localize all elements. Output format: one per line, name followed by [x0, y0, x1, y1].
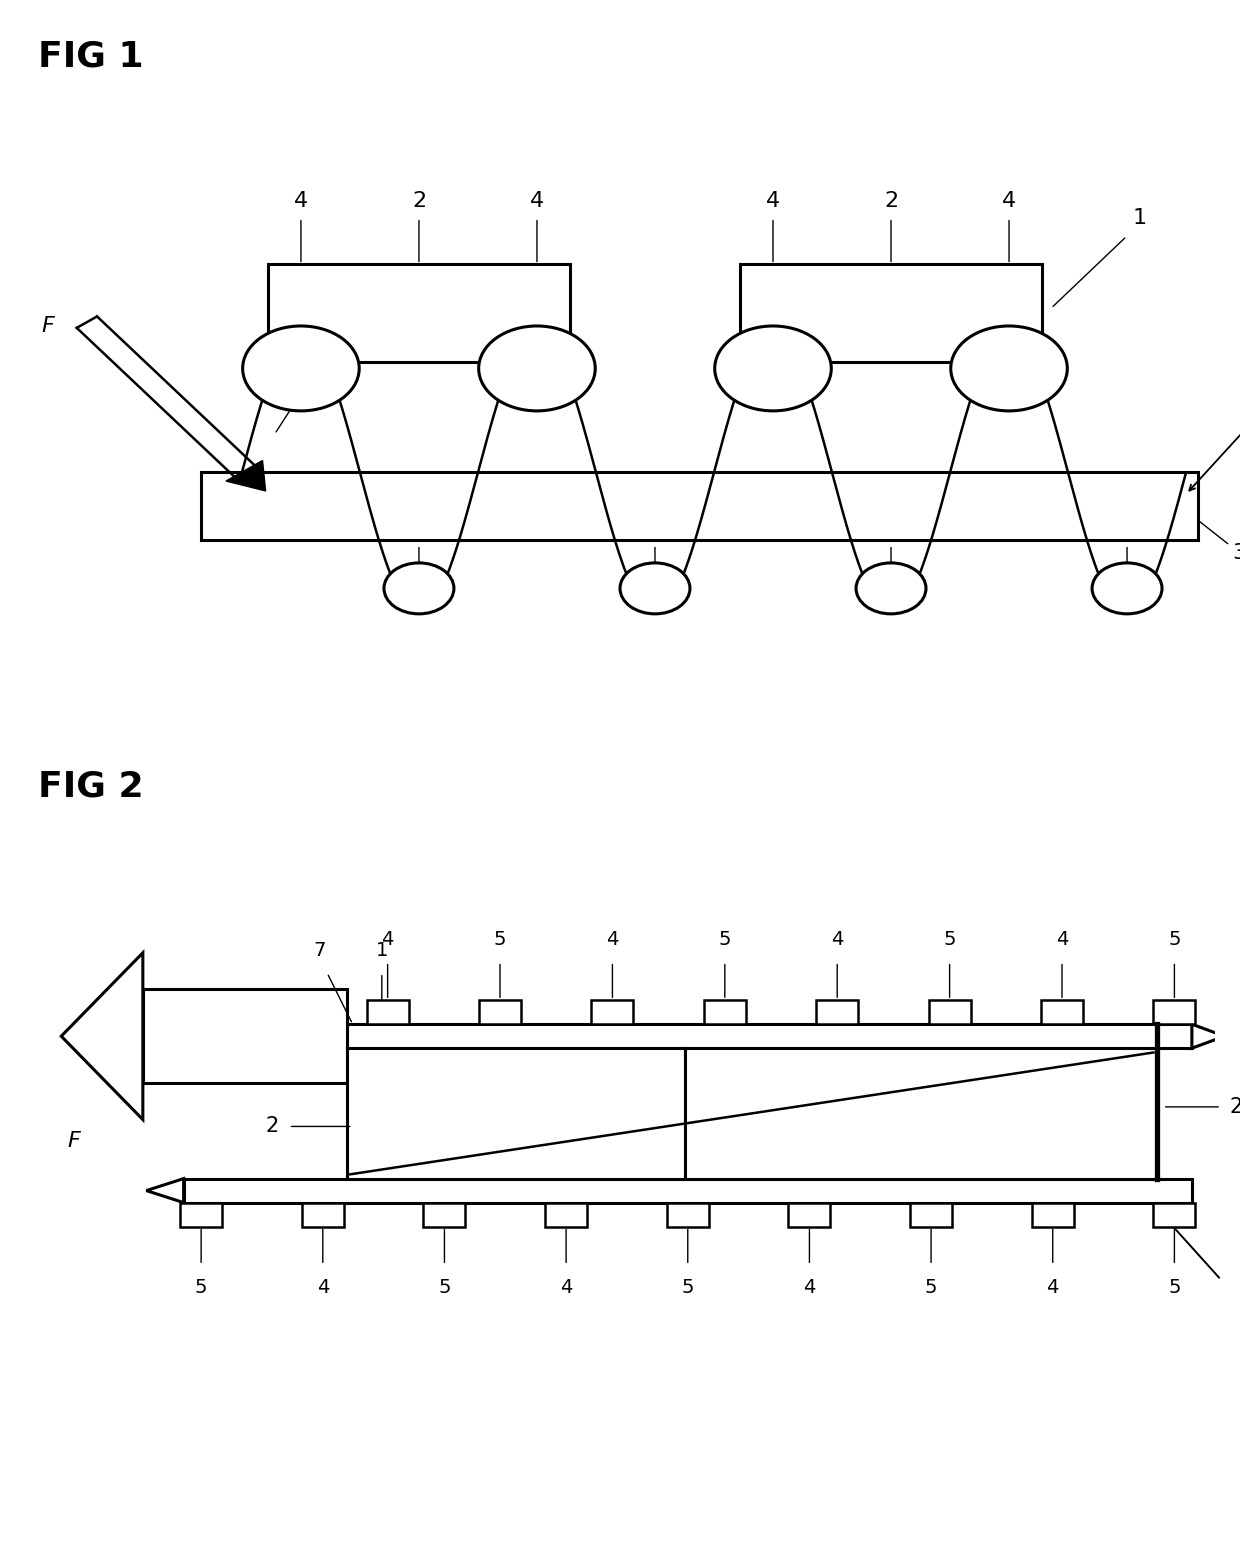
Bar — [910, 1203, 952, 1226]
Text: 5: 5 — [1168, 929, 1180, 948]
Text: 3: 3 — [1200, 522, 1240, 564]
Bar — [1032, 1203, 1074, 1226]
Bar — [479, 1001, 521, 1024]
Text: 4: 4 — [294, 191, 308, 212]
Text: 2: 2 — [1229, 1096, 1240, 1116]
Bar — [929, 1001, 971, 1024]
Circle shape — [1092, 564, 1162, 615]
Bar — [789, 1203, 831, 1226]
Text: 6: 6 — [1239, 1292, 1240, 1312]
Text: 4: 4 — [529, 191, 544, 212]
Bar — [180, 1203, 222, 1226]
Text: 4: 4 — [1047, 1278, 1059, 1297]
Text: 1: 1 — [376, 940, 388, 960]
Text: F: F — [41, 317, 55, 337]
Circle shape — [243, 326, 360, 411]
Bar — [424, 1203, 465, 1226]
Polygon shape — [226, 460, 265, 491]
Bar — [1153, 1203, 1195, 1226]
Bar — [1042, 1001, 1083, 1024]
Text: 5: 5 — [647, 598, 662, 618]
Bar — [816, 1001, 858, 1024]
Polygon shape — [146, 1178, 184, 1203]
Circle shape — [856, 564, 926, 615]
Bar — [684, 1048, 1157, 1178]
Text: 4: 4 — [382, 929, 394, 948]
Bar — [740, 264, 1042, 361]
Circle shape — [479, 326, 595, 411]
Bar — [591, 1001, 634, 1024]
Polygon shape — [1192, 1024, 1225, 1048]
Text: 5: 5 — [925, 1278, 937, 1297]
Text: FIG 2: FIG 2 — [38, 769, 144, 803]
Text: 5: 5 — [195, 1278, 207, 1297]
Text: 2: 2 — [265, 1116, 279, 1136]
Text: 4: 4 — [766, 191, 780, 212]
Bar — [347, 1048, 684, 1178]
Bar — [347, 1024, 1192, 1048]
Circle shape — [951, 326, 1068, 411]
Bar — [667, 1203, 709, 1226]
Bar — [704, 1001, 745, 1024]
Polygon shape — [61, 953, 143, 1119]
Text: F: F — [67, 1130, 79, 1150]
Bar — [1153, 1001, 1195, 1024]
Text: 5: 5 — [1168, 1278, 1180, 1297]
Text: 1: 1 — [1132, 208, 1147, 227]
Bar — [143, 990, 347, 1084]
Text: 4: 4 — [1002, 191, 1016, 212]
Bar — [184, 1178, 1192, 1203]
Bar — [301, 1203, 343, 1226]
Text: 4: 4 — [1055, 929, 1068, 948]
Text: 7: 7 — [314, 940, 326, 960]
Text: 4: 4 — [804, 1278, 816, 1297]
Text: 5: 5 — [944, 929, 956, 948]
Bar — [201, 472, 1198, 540]
Text: 5: 5 — [884, 598, 898, 618]
Bar — [268, 264, 569, 361]
Circle shape — [620, 564, 689, 615]
Text: 5: 5 — [718, 929, 732, 948]
Text: 4: 4 — [831, 929, 843, 948]
Text: 4: 4 — [316, 1278, 329, 1297]
Text: 4: 4 — [560, 1278, 573, 1297]
Text: 5: 5 — [412, 598, 427, 618]
Text: 2: 2 — [884, 191, 898, 212]
Text: 5: 5 — [1120, 598, 1135, 618]
Circle shape — [714, 326, 831, 411]
Bar — [546, 1203, 587, 1226]
Text: 7: 7 — [337, 301, 352, 321]
Text: 5: 5 — [682, 1278, 694, 1297]
Text: 5: 5 — [494, 929, 506, 948]
Bar — [367, 1001, 409, 1024]
Circle shape — [384, 564, 454, 615]
Text: 4: 4 — [606, 929, 619, 948]
Text: 5: 5 — [438, 1278, 450, 1297]
Text: FIG 1: FIG 1 — [38, 39, 144, 74]
Text: 2: 2 — [412, 191, 427, 212]
